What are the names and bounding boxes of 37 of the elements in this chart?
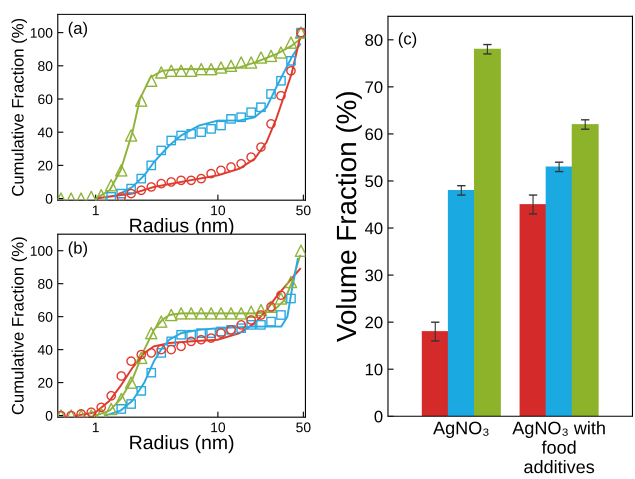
y-tick-label: 20 bbox=[365, 316, 382, 328]
y-tick-label: 100 bbox=[30, 246, 52, 256]
y-tick-label: 10 bbox=[366, 364, 382, 376]
x-tick-label: 50 bbox=[296, 422, 311, 432]
annotation: (b) bbox=[68, 242, 88, 258]
y-tick-label: 100 bbox=[30, 28, 52, 38]
y-axis-title: Cumulative Fraction (%) bbox=[11, 18, 27, 196]
y-tick-label: 50 bbox=[365, 175, 382, 188]
y-tick-label: 0 bbox=[46, 410, 52, 421]
y-tick-label: 60 bbox=[365, 128, 382, 140]
x-tick-label: 1 bbox=[92, 422, 99, 432]
y-axis-title: Volume Fraction (%) bbox=[336, 92, 362, 342]
y-tick-label: 40 bbox=[38, 344, 52, 355]
x-axis-title: Radius (nm) bbox=[130, 435, 234, 454]
y-axis-title: Cumulative Fraction (%) bbox=[11, 237, 27, 414]
y-tick-label: 40 bbox=[364, 222, 382, 234]
x-tick-label: 50 bbox=[296, 205, 311, 216]
y-tick-label: 40 bbox=[38, 128, 52, 138]
x-tick-label: AgNO₃ with food additives bbox=[512, 421, 605, 474]
y-tick-label: 80 bbox=[38, 61, 52, 71]
x-tick-label: 1 bbox=[92, 206, 99, 216]
annotation: (a) bbox=[68, 22, 88, 38]
y-tick-label: 60 bbox=[38, 94, 52, 104]
y-tick-label: 80 bbox=[38, 279, 52, 289]
y-tick-label: 0 bbox=[46, 194, 52, 204]
y-tick-label: 70 bbox=[365, 81, 382, 94]
y-tick-label: 20 bbox=[38, 160, 52, 171]
y-tick-label: 60 bbox=[38, 312, 52, 322]
y-tick-label: 80 bbox=[365, 34, 382, 46]
y-tick-label: 20 bbox=[38, 378, 52, 388]
y-tick-label: 30 bbox=[365, 269, 382, 282]
x-tick-label: 10 bbox=[211, 422, 226, 432]
x-tick-label: AgNO₃ bbox=[433, 422, 489, 438]
x-tick-label: 10 bbox=[211, 205, 226, 216]
y-tick-label: 0 bbox=[374, 410, 382, 422]
x-axis-title: Radius (nm) bbox=[130, 218, 234, 236]
annotation: (c) bbox=[398, 32, 416, 48]
